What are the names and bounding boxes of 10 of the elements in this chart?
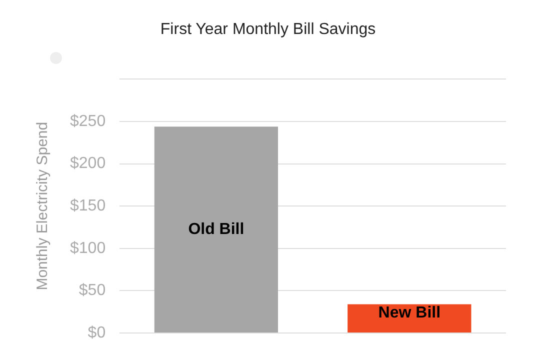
y-tick-label: $250	[70, 112, 106, 130]
y-tick-label: $0	[88, 324, 106, 342]
y-tick-label: $200	[70, 155, 106, 172]
y-axis-title: Monthly Electricity Spend	[34, 122, 52, 290]
x-tick-label: Old Bill	[188, 220, 244, 238]
chart-title: First Year Monthly Bill Savings	[160, 21, 376, 38]
y-tick-label: $150	[70, 198, 106, 215]
x-tick-label: New Bill	[378, 304, 441, 322]
y-tick-label: $50	[78, 282, 106, 300]
y-tick-label: $100	[70, 240, 106, 257]
